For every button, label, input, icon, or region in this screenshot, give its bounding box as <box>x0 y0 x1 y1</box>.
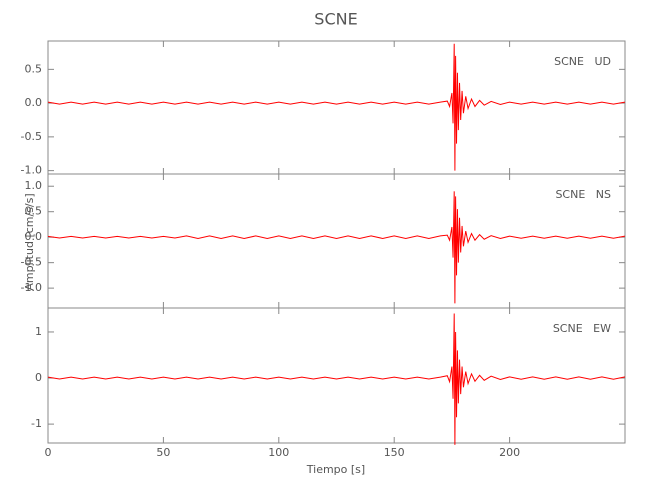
y-tick-label: 0 <box>35 371 42 384</box>
y-axis-label: Amplitud [cm/s/s] <box>23 193 36 290</box>
y-tick-label: -1.0 <box>21 164 42 177</box>
x-axis-label: Tiempo [s] <box>306 463 365 476</box>
y-tick-label: 0.0 <box>25 230 43 243</box>
x-tick-label: 50 <box>156 446 170 459</box>
y-tick-label: -1 <box>31 417 42 430</box>
panel-frame <box>47 307 626 444</box>
panel-label: SCNE UD <box>554 55 611 68</box>
y-tick-label: 1 <box>35 325 42 338</box>
x-tick-label: 100 <box>268 446 289 459</box>
y-tick-label: -0.5 <box>21 256 42 269</box>
y-tick-label: -1.0 <box>21 281 42 294</box>
waveform <box>47 43 626 171</box>
panel-label: SCNE EW <box>553 322 611 335</box>
y-tick-label: -0.5 <box>21 130 42 143</box>
x-tick-label: 200 <box>499 446 520 459</box>
y-tick-label: 0.0 <box>25 96 43 109</box>
panel-frame <box>47 173 626 309</box>
y-tick-label: 0.5 <box>25 205 43 218</box>
panel-frame <box>47 40 626 175</box>
waveform <box>47 313 626 445</box>
x-tick-label: 150 <box>384 446 405 459</box>
panel-label: SCNE NS <box>555 188 611 201</box>
x-tick-label: 0 <box>45 446 52 459</box>
y-tick-label: 0.5 <box>25 62 43 75</box>
chart-title: SCNE <box>314 10 357 29</box>
waveform <box>47 191 626 304</box>
y-tick-label: 1.0 <box>25 179 43 192</box>
